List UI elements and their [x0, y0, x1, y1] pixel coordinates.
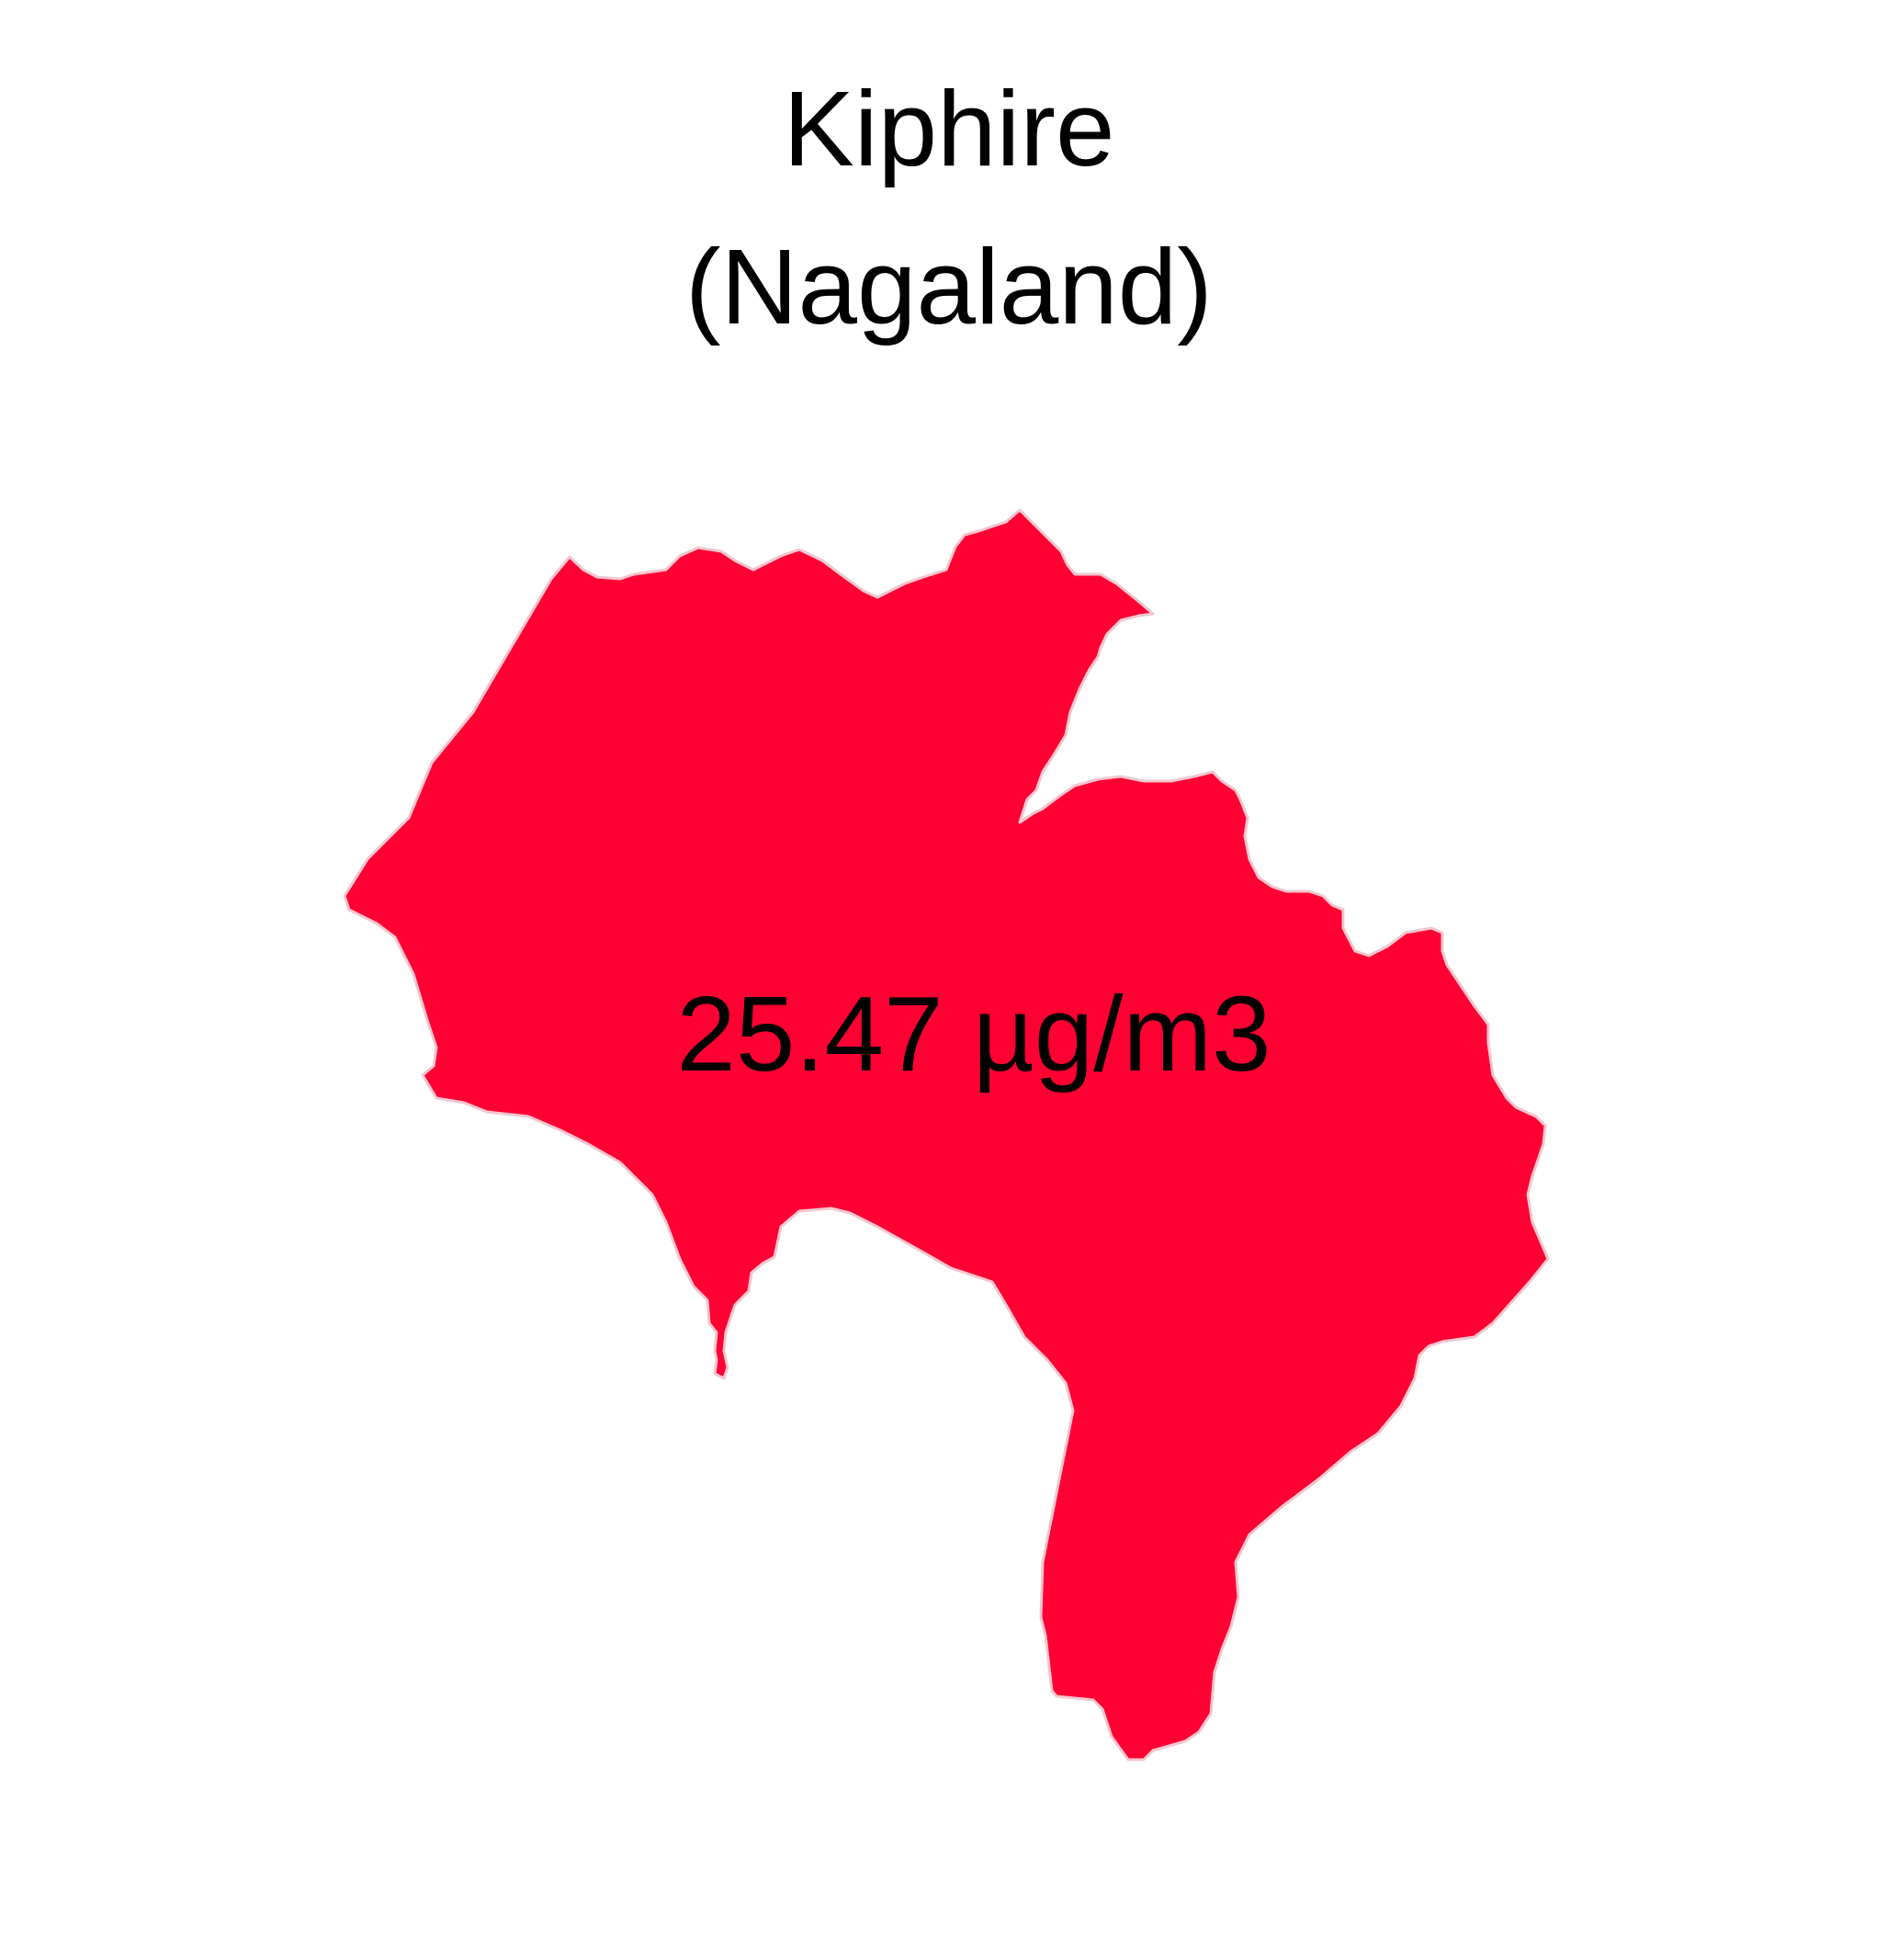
map-title-district: Kiphire — [783, 69, 1115, 188]
map-title-state: (Nagaland) — [685, 227, 1213, 346]
pollution-value-label: 25.47 µg/m3 — [676, 974, 1271, 1093]
district-region-kiphire — [343, 508, 1550, 1762]
